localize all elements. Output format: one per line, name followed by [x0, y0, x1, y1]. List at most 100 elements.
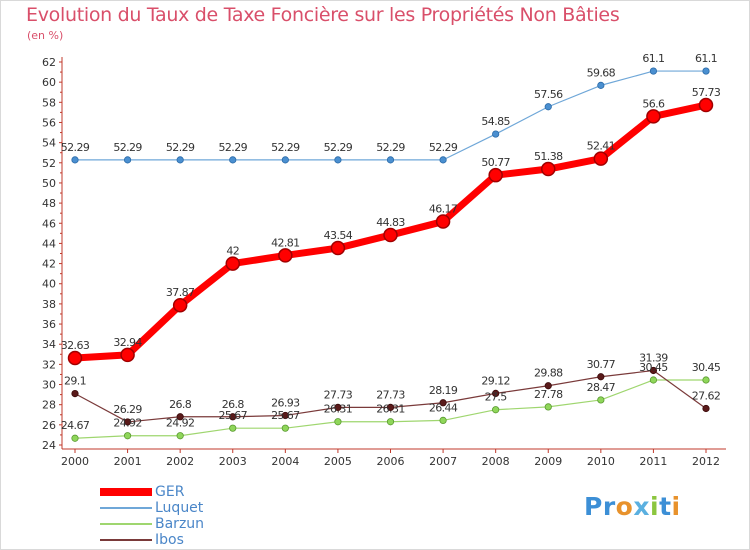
chart-title: Evolution du Taux de Taxe Foncière sur l… [26, 4, 620, 26]
logo-letter: o [615, 492, 634, 521]
legend-label: Barzun [155, 516, 205, 532]
logo-letter: i [650, 492, 660, 521]
data-point-barzun [176, 432, 184, 440]
y-tick-label: 28 [42, 399, 56, 412]
logo-letter: P [584, 492, 603, 521]
y-tick-label: 40 [42, 278, 56, 291]
legend-swatch [100, 539, 152, 541]
data-point-ibos [439, 399, 447, 407]
y-tick-label: 26 [42, 419, 56, 432]
legend-item-luquet: Luquet [100, 500, 204, 516]
data-point-barzun [386, 418, 395, 426]
data-label-luquet: 52.29 [61, 141, 90, 154]
y-tick-label: 54 [42, 137, 56, 150]
legend-swatch [100, 523, 152, 525]
data-point-ger [172, 297, 188, 313]
y-tick-label: 62 [42, 56, 56, 69]
data-point-ibos [649, 366, 658, 375]
legend-swatch [100, 488, 152, 496]
y-tick-label: 30 [42, 379, 56, 392]
legend-swatch [100, 507, 152, 509]
x-tick-label: 2011 [639, 455, 667, 468]
data-label-ibos: 26.8 [222, 398, 245, 411]
y-tick-label: 48 [42, 197, 56, 210]
data-point-luquet [229, 156, 237, 164]
y-tick-label: 44 [42, 237, 56, 250]
data-label-ibos: 27.73 [376, 388, 405, 401]
data-point-ger [225, 256, 240, 271]
data-point-ibos [597, 373, 605, 381]
data-point-luquet [492, 130, 500, 138]
data-point-ibos [544, 382, 552, 390]
data-point-barzun [702, 376, 710, 384]
data-point-luquet [386, 156, 395, 164]
data-label-ibos: 26.93 [271, 396, 300, 409]
data-label-luquet: 61.1 [642, 52, 664, 65]
x-tick-label: 2010 [587, 455, 615, 468]
x-tick-label: 2000 [61, 455, 89, 468]
data-label-ger: 51.38 [534, 150, 563, 163]
data-label-luquet: 52.29 [219, 141, 248, 154]
y-tick-label: 46 [42, 217, 56, 230]
data-label-luquet: 52.29 [271, 141, 300, 154]
chart-subtitle: (en %) [27, 29, 64, 42]
data-label-ibos: 27.62 [692, 390, 721, 403]
data-point-luquet [649, 67, 658, 75]
legend: GER Luquet Barzun Ibos [100, 484, 204, 548]
x-tick-label: 2005 [324, 455, 352, 468]
data-label-luquet: 52.29 [376, 141, 405, 154]
y-tick-label: 58 [42, 96, 56, 109]
data-label-ger: 32.63 [61, 339, 90, 352]
data-label-ibos: 26.8 [169, 398, 192, 411]
logo-letter: x [633, 492, 650, 521]
data-point-barzun [123, 432, 132, 440]
data-label-barzun: 25.67 [219, 409, 248, 422]
data-point-luquet [123, 156, 132, 164]
data-label-luquet: 52.29 [166, 141, 195, 154]
data-label-luquet: 52.29 [324, 141, 353, 154]
data-label-ibos: 31.39 [639, 352, 668, 365]
y-tick-label: 42 [42, 258, 56, 271]
legend-item-ibos: Ibos [100, 532, 204, 548]
data-label-ger: 42.81 [271, 236, 300, 249]
y-tick-label: 52 [42, 157, 56, 170]
x-tick-label: 2002 [166, 455, 194, 468]
data-label-ibos: 29.12 [481, 374, 510, 387]
data-label-ger: 32.94 [113, 336, 142, 349]
data-point-luquet [597, 81, 605, 89]
data-point-ger [646, 109, 661, 124]
data-point-barzun [544, 403, 552, 411]
data-point-luquet [544, 103, 552, 111]
logo-letter: i [671, 492, 681, 521]
data-point-ger [278, 248, 293, 263]
data-label-ibos: 27.73 [324, 388, 353, 401]
data-point-ibos [229, 413, 237, 421]
data-label-ger: 46.17 [429, 203, 458, 216]
y-tick-label: 32 [42, 358, 56, 371]
data-point-barzun [597, 396, 605, 404]
x-tick-label: 2007 [429, 455, 457, 468]
y-tick-label: 60 [42, 76, 56, 89]
data-label-luquet: 52.29 [429, 141, 458, 154]
data-label-barzun: 28.47 [587, 381, 616, 394]
data-label-barzun: 27.78 [534, 388, 563, 401]
y-tick-label: 24 [42, 439, 56, 452]
y-tick-label: 50 [42, 177, 56, 190]
data-label-luquet: 59.68 [587, 66, 616, 79]
data-point-ibos [176, 413, 184, 421]
data-point-ibos [123, 418, 132, 426]
data-label-ibos: 30.77 [587, 358, 616, 371]
data-point-barzun [492, 406, 500, 414]
data-label-barzun: 30.45 [692, 361, 721, 374]
legend-label: Luquet [155, 500, 204, 516]
data-label-luquet: 52.29 [113, 141, 142, 154]
legend-label: GER [155, 484, 185, 500]
data-point-ibos [492, 389, 500, 397]
data-point-ger [383, 227, 398, 243]
data-label-ibos: 29.88 [534, 367, 563, 380]
data-label-ger: 57.73 [692, 86, 721, 99]
data-label-ibos: 28.19 [429, 384, 458, 397]
data-label-ger: 50.77 [481, 156, 510, 169]
